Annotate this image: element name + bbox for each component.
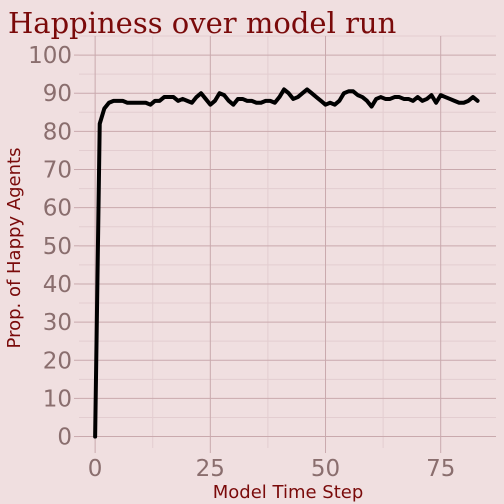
y-tick-label: 80 xyxy=(43,119,72,145)
axis-ticks: 0 10 20 30 40 50 60 70 80 90 100 0 25 50 75 xyxy=(28,43,455,482)
x-tick-label: 25 xyxy=(196,456,225,482)
y-tick-label: 30 xyxy=(43,310,72,336)
x-tick-label: 75 xyxy=(426,456,455,482)
y-tick-label: 20 xyxy=(43,348,72,374)
y-axis-title: Prop. of Happy Agents xyxy=(4,148,25,349)
y-tick-label: 70 xyxy=(43,158,72,184)
y-tick-label: 100 xyxy=(28,43,72,69)
x-tick-label: 50 xyxy=(311,456,340,482)
y-tick-label: 50 xyxy=(43,234,72,260)
x-tick-label: 0 xyxy=(88,456,103,482)
y-tick-label: 0 xyxy=(57,425,72,451)
minor-gridlines xyxy=(79,35,496,448)
y-tick-label: 60 xyxy=(43,196,72,222)
major-gridlines xyxy=(79,36,496,448)
chart-title: Happiness over model run xyxy=(8,6,396,40)
y-tick-label: 90 xyxy=(43,81,72,107)
y-tick-label: 10 xyxy=(43,386,72,412)
x-axis-title: Model Time Step xyxy=(213,482,364,503)
series-group xyxy=(93,87,480,439)
y-tick-label: 40 xyxy=(43,272,72,298)
series-line xyxy=(93,87,480,439)
